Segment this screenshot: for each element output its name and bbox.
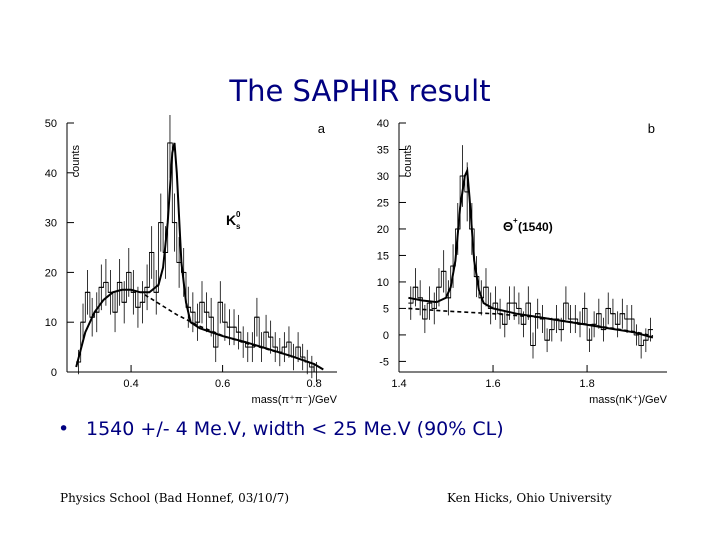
panel-a-y-tick-label: 50 — [45, 118, 57, 130]
panel-b-y-tick-label: 5 — [383, 303, 389, 315]
panel-b-panel-label: b — [648, 121, 655, 136]
panel-a-x-tick-label: 0.8 — [306, 378, 321, 390]
panel-a-total-fit — [75, 142, 324, 371]
panel-a-y-tick-label: 20 — [45, 267, 57, 279]
panel-b-peak-label: Θ — [503, 219, 513, 234]
panel-a-x-axis-label: mass(π⁺π⁻)/GeV — [252, 394, 338, 406]
panel-b-y-tick-label: 25 — [377, 197, 389, 209]
panel-b-y-axis-label: counts — [402, 145, 414, 178]
footer-event: Physics School (Bad Honnef, 03/10/7) — [60, 491, 290, 505]
panel-b-y-tick-label: 0 — [383, 330, 389, 342]
panel-a-y-tick-label: 0 — [51, 367, 57, 379]
panel-b-x-axis-label: mass(nK⁺)/GeV — [589, 394, 668, 406]
panel-b-y-tick-label: 20 — [377, 224, 389, 236]
panel-a-x-tick-label: 0.6 — [215, 378, 230, 390]
panel-b-y-tick-label: 30 — [377, 171, 389, 183]
bullet-marker: • — [58, 418, 70, 440]
panel-b-peak-label-mass: (1540) — [518, 220, 553, 234]
panel-a-peak-label-superscript: 0 — [236, 210, 241, 219]
panel-a-y-tick-label: 40 — [45, 168, 57, 180]
panel-b-total-fit — [408, 166, 654, 339]
panel-b-y-tick-label: 15 — [377, 250, 389, 262]
footer-author: Ken Hicks, Ohio University — [447, 491, 612, 505]
panel-a-y-axis-label: counts — [70, 145, 82, 178]
panel-b-histogram-outline — [408, 175, 653, 346]
panel-b-x-tick-label: 1.8 — [579, 378, 594, 390]
panel-b-y-tick-label: 10 — [377, 277, 389, 289]
panel-b-x-tick-label: 1.4 — [391, 378, 406, 390]
panel-a-peak-label: K — [226, 212, 236, 228]
panel-a-y-tick-label: 30 — [45, 218, 57, 230]
panel-a-y-tick-label: 10 — [45, 317, 57, 329]
panel-b-y-tick-label: 40 — [377, 118, 389, 130]
panel-b-y-tick-label: 35 — [377, 144, 389, 156]
result-text: 1540 +/- 4 Me.V, width < 25 Me.V (90% CL… — [86, 418, 504, 440]
panel-b-y-tick-label: -5 — [379, 356, 389, 368]
panel-a-panel-label: a — [318, 121, 326, 136]
panel-b-peak-label-superscript: + — [513, 216, 518, 225]
panel-a-x-tick-label: 0.4 — [123, 378, 138, 390]
panel-b-x-tick-label: 1.6 — [485, 378, 500, 390]
slide-title: The SAPHIR result — [229, 74, 491, 108]
result-bullet: • 1540 +/- 4 Me.V, width < 25 Me.V (90% C… — [58, 418, 504, 440]
panel-a-peak-label-subscript: s — [236, 222, 241, 231]
